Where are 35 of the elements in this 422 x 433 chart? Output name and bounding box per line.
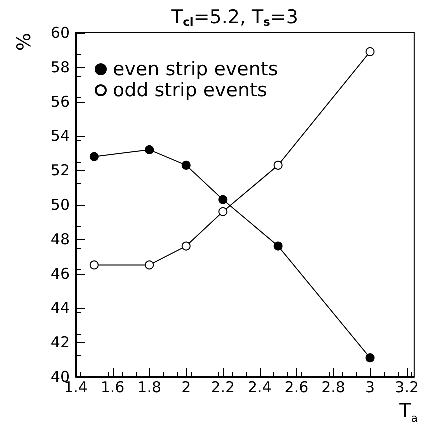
y-tick-label: 44: [50, 299, 70, 318]
x-axis-title: T$_{a}$: [400, 400, 418, 425]
legend-label: odd strip events: [113, 80, 268, 102]
x-tick-label: 3.2: [395, 378, 419, 396]
x-tick-label: 1.8: [138, 378, 162, 396]
y-tick-label: 42: [50, 334, 70, 352]
x-tick-label: 2.2: [211, 378, 236, 396]
point: [218, 207, 228, 216]
x-tick-label: 2.4: [248, 378, 272, 396]
point: [218, 195, 228, 204]
point: [145, 260, 154, 270]
point: [366, 47, 375, 56]
y-tick-label: 58: [50, 58, 70, 76]
y-tick-label: 50: [50, 196, 70, 214]
y-tick-label: 54: [50, 127, 70, 146]
y-tick-label: 52: [50, 162, 70, 180]
x-tick-label: 2: [182, 378, 192, 396]
x-tick-label: 2.6: [284, 378, 309, 396]
x-tick-label: 2.8: [322, 378, 346, 396]
point: [274, 160, 283, 170]
legend-label: even strip events: [113, 58, 278, 80]
x-tick-label: 1.6: [100, 378, 125, 396]
point: [182, 160, 191, 170]
y-tick-label: 46: [50, 264, 70, 283]
point: [366, 354, 375, 363]
point: [182, 242, 191, 251]
y-axis-title: %: [14, 33, 36, 52]
point: [274, 242, 283, 251]
point: [90, 260, 99, 270]
y-tick-label: 48: [50, 230, 70, 248]
point: [90, 152, 99, 162]
y-tick-label: 56: [50, 92, 70, 111]
point: [145, 145, 154, 154]
x-tick-label: 3: [366, 378, 376, 396]
y-tick-label: 60: [50, 24, 70, 42]
